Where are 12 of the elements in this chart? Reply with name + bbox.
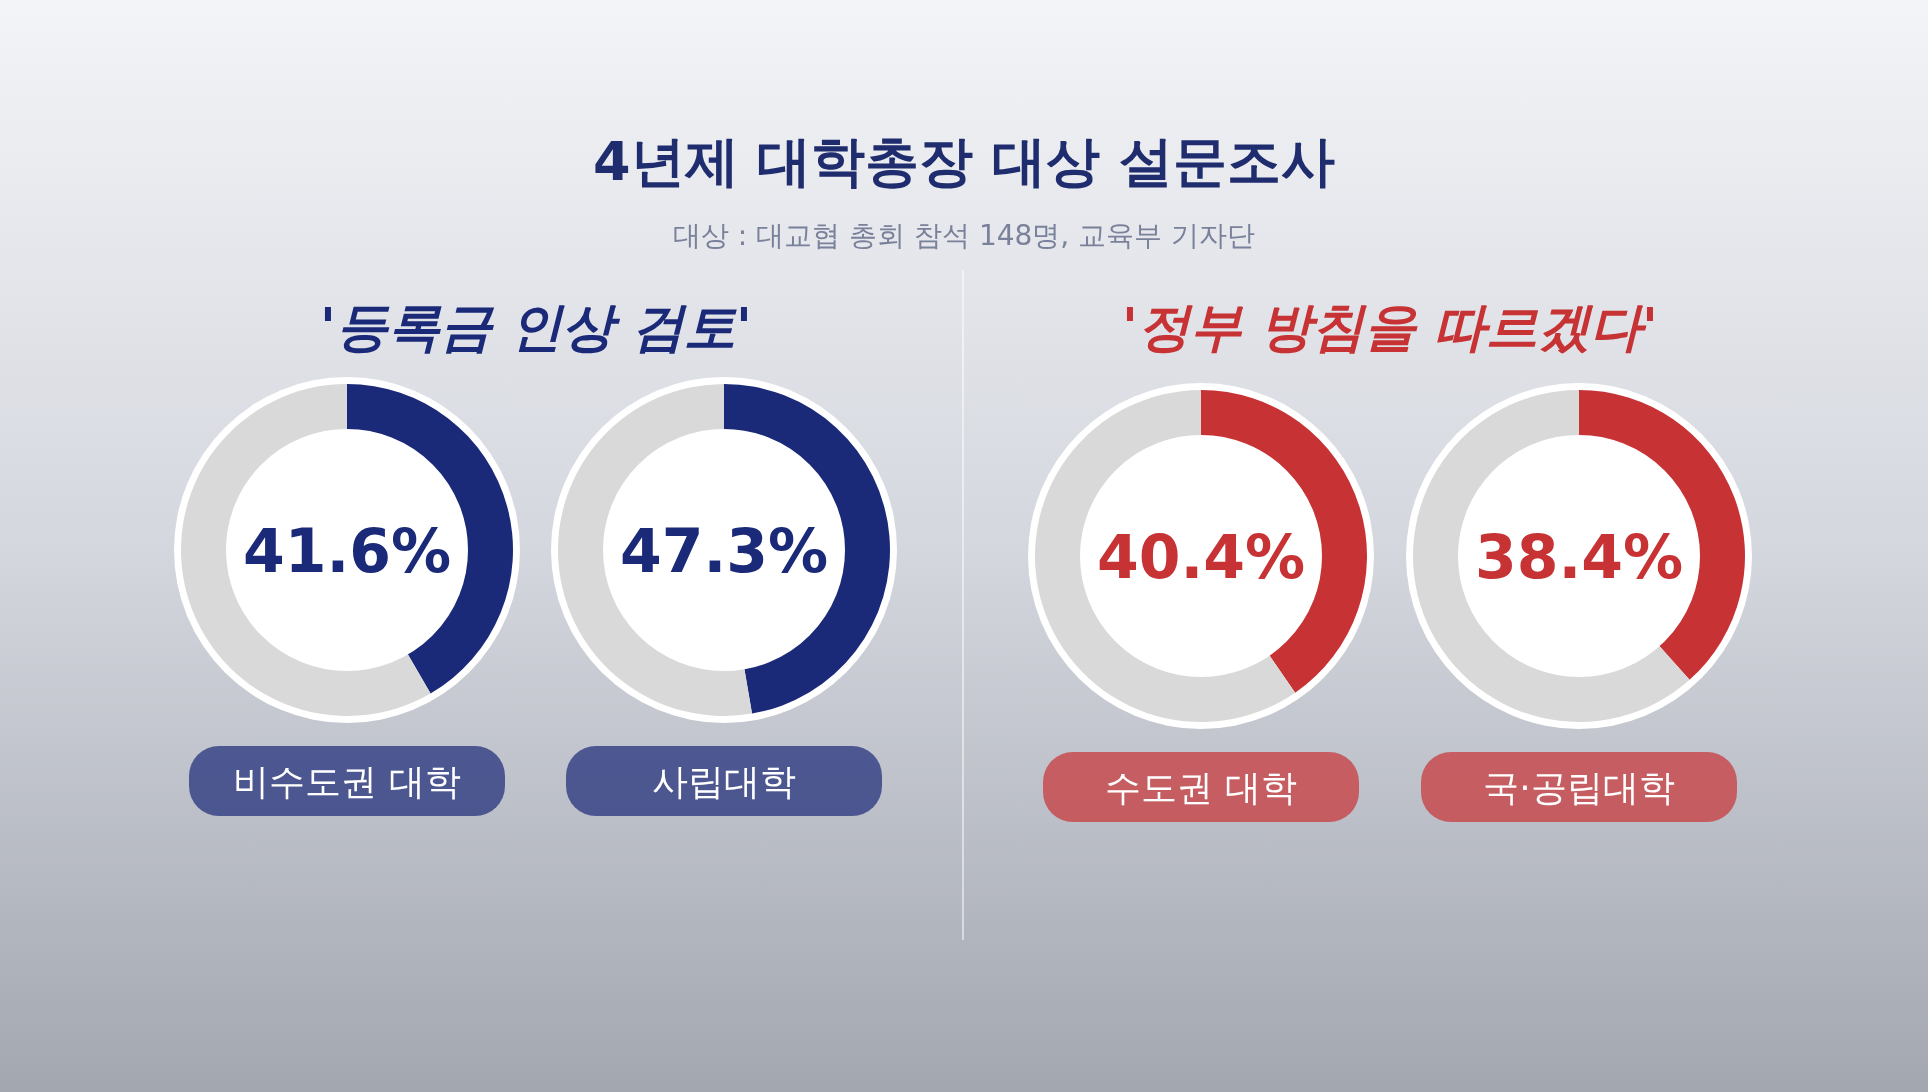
text: 47.3% <box>619 516 829 586</box>
text: 비수도권 대학 <box>233 761 461 802</box>
text: 국·공립대학 <box>1483 767 1675 808</box>
text: 사립대학 <box>652 761 796 802</box>
text: 4년제 대학총장 대상 설문조사 <box>593 130 1335 193</box>
text: '등록금 인상 검토' <box>319 297 753 357</box>
text: 38.4% <box>1474 522 1684 592</box>
text: 수도권 대학 <box>1105 767 1297 808</box>
text: 대상 : 대교협 총회 참석 148명, 교육부 기자단 <box>672 219 1256 252</box>
text: '정부 방침을 따르겠다' <box>1121 297 1659 357</box>
text: 40.4% <box>1096 522 1306 592</box>
text: 41.6% <box>242 516 452 586</box>
